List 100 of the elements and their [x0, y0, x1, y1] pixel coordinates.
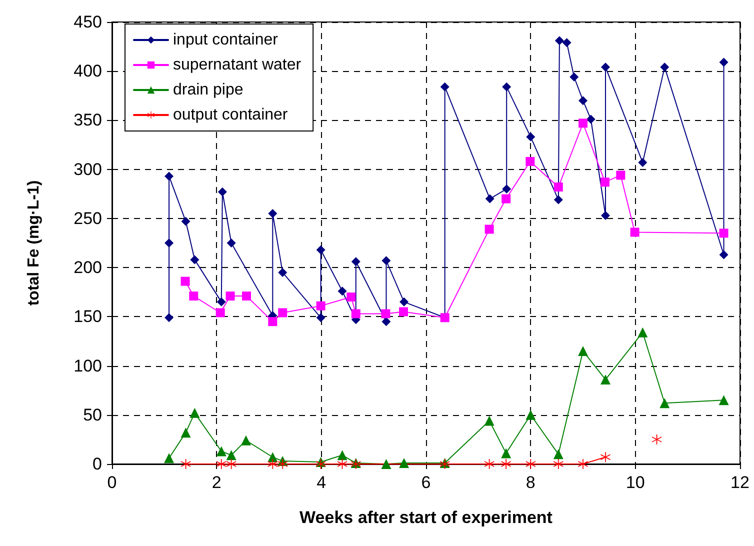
- point: [501, 459, 512, 469]
- point: [526, 132, 536, 142]
- point: [226, 292, 235, 301]
- point: [578, 118, 588, 128]
- point: [502, 82, 512, 92]
- x-tick-label: 2: [212, 473, 222, 492]
- point: [164, 238, 174, 248]
- point: [484, 416, 494, 426]
- point: [226, 459, 236, 469]
- point: [600, 374, 611, 385]
- point: [502, 194, 511, 204]
- point: [240, 435, 251, 446]
- legend-label: supernatant water: [173, 56, 302, 74]
- point: [381, 459, 392, 469]
- point: [484, 224, 494, 234]
- point: [630, 228, 640, 237]
- y-tick-label: 400: [74, 62, 102, 81]
- point: [718, 395, 729, 406]
- point: [337, 450, 348, 460]
- point: [351, 257, 360, 266]
- legend-label: input container: [173, 32, 279, 48]
- x-tick-label: 8: [526, 473, 536, 492]
- point: [180, 428, 191, 438]
- point: [278, 459, 288, 469]
- point: [578, 346, 588, 356]
- point: [216, 459, 226, 469]
- point: [600, 452, 611, 462]
- point: [554, 182, 563, 192]
- point: [164, 172, 174, 181]
- point: [268, 209, 278, 218]
- point: [190, 408, 200, 418]
- point: [616, 170, 626, 180]
- point: [268, 459, 278, 469]
- y-tick-label: 0: [92, 454, 102, 474]
- point: [218, 187, 227, 196]
- x-tick-label: 10: [626, 473, 645, 492]
- point: [578, 96, 588, 106]
- point: [586, 114, 596, 124]
- point: [719, 228, 728, 238]
- point: [216, 308, 225, 318]
- y-axis-title: total Fe (mg·L-1): [26, 180, 42, 306]
- point: [526, 459, 536, 469]
- point: [216, 297, 226, 306]
- point: [526, 156, 535, 166]
- point: [719, 58, 728, 67]
- x-tick-label: 6: [421, 473, 431, 492]
- point: [600, 178, 610, 187]
- point: [278, 268, 288, 277]
- point: [562, 38, 572, 48]
- y-tick-label: 250: [74, 208, 102, 228]
- point: [382, 317, 391, 326]
- point: [382, 256, 391, 266]
- point: [316, 313, 326, 322]
- point: [164, 313, 174, 322]
- y-tick-label: 150: [74, 307, 102, 326]
- x-tick-label: 0: [107, 473, 117, 492]
- point: [440, 82, 450, 92]
- point: [485, 194, 494, 204]
- point: [346, 292, 356, 302]
- legend-label: drain pipe: [173, 82, 244, 98]
- point: [268, 317, 278, 326]
- point: [638, 158, 648, 167]
- x-axis-title: Weeks after start of experiment: [300, 508, 553, 527]
- x-tick-label: 4: [316, 473, 326, 492]
- point: [316, 245, 326, 254]
- point: [553, 459, 564, 469]
- y-tick-label: 50: [83, 405, 102, 424]
- point: [660, 62, 670, 72]
- point: [190, 255, 200, 264]
- point: [316, 301, 326, 310]
- point: [180, 276, 190, 286]
- point: [554, 195, 563, 204]
- y-tick-label: 300: [74, 160, 102, 179]
- point: [381, 309, 390, 318]
- point: [578, 459, 588, 469]
- y-tick-label: 350: [74, 110, 102, 130]
- point: [216, 446, 226, 456]
- point: [338, 286, 347, 296]
- point: [226, 450, 236, 460]
- y-tick-label: 450: [74, 12, 102, 32]
- point: [570, 72, 579, 82]
- point: [719, 250, 728, 260]
- point: [638, 327, 648, 338]
- point: [554, 36, 564, 46]
- point: [181, 216, 190, 226]
- point: [164, 453, 174, 464]
- legend-label: output container: [173, 106, 288, 124]
- x-tick-label: 12: [730, 473, 750, 492]
- point: [400, 297, 409, 306]
- point: [601, 211, 610, 220]
- point: [278, 308, 288, 318]
- point: [526, 410, 536, 420]
- y-tick-label: 200: [74, 258, 102, 278]
- point: [399, 458, 410, 468]
- point: [553, 449, 564, 460]
- point: [189, 292, 198, 301]
- point: [484, 459, 494, 469]
- point: [601, 62, 610, 72]
- point: [501, 448, 512, 458]
- point: [351, 309, 360, 318]
